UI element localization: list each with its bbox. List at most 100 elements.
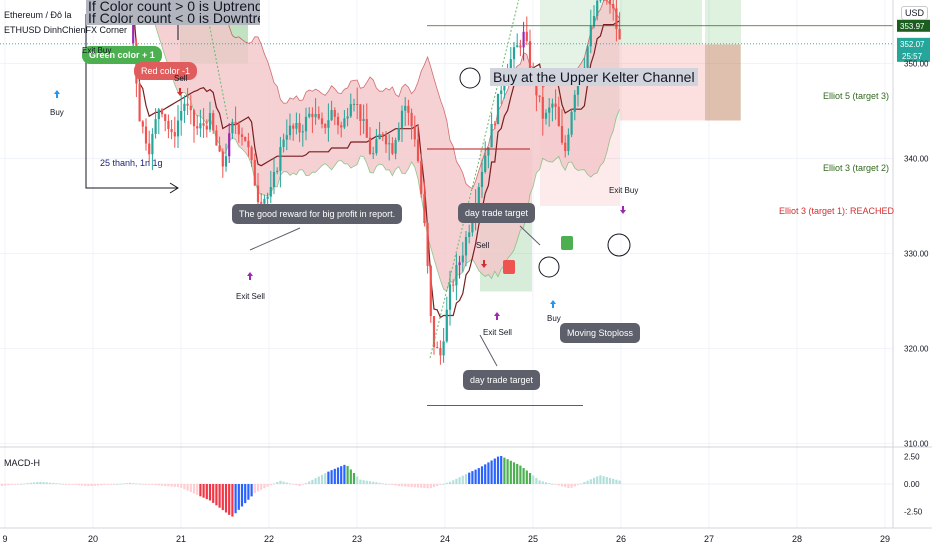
thumbs-up-icon bbox=[561, 236, 573, 250]
candle-body bbox=[324, 124, 327, 128]
macd-bar bbox=[55, 483, 58, 485]
candle-body bbox=[352, 103, 356, 105]
macd-bar bbox=[90, 484, 93, 487]
macd-bar bbox=[80, 484, 84, 486]
x-tick-label: 21 bbox=[176, 534, 186, 544]
x-tick-label: 20 bbox=[88, 534, 98, 544]
macd-bar bbox=[397, 484, 400, 487]
macd-bar bbox=[538, 480, 541, 484]
x-tick-label: 24 bbox=[440, 534, 450, 544]
candle-body bbox=[244, 136, 247, 141]
macd-bar bbox=[288, 483, 292, 485]
macd-bar bbox=[269, 484, 272, 486]
candle-body bbox=[426, 223, 429, 266]
macd-bar bbox=[295, 484, 298, 486]
green-color-callout: Green color + 1 bbox=[82, 46, 162, 64]
candle-body bbox=[196, 126, 199, 129]
candle-body bbox=[480, 171, 484, 188]
candle-body bbox=[154, 119, 157, 134]
candle-body bbox=[468, 232, 471, 237]
candle-body bbox=[346, 116, 349, 119]
target3-risk-zone bbox=[705, 44, 741, 121]
macd-bar bbox=[586, 480, 589, 484]
macd-bar bbox=[125, 483, 128, 484]
macd-y-tick: -2.50 bbox=[904, 508, 923, 517]
candle-body bbox=[336, 116, 340, 126]
candle-body bbox=[612, 3, 615, 9]
candle-body bbox=[388, 143, 391, 145]
buy-label-mid: Buy bbox=[547, 314, 561, 323]
candle-body bbox=[410, 112, 413, 127]
candle-body bbox=[615, 8, 618, 29]
candle-body bbox=[253, 160, 256, 186]
candle-body bbox=[272, 171, 276, 188]
candle-body bbox=[160, 109, 164, 115]
macd-bar bbox=[202, 484, 205, 498]
macd-bar bbox=[196, 484, 199, 495]
candle-body bbox=[320, 118, 324, 125]
currency-button[interactable]: USD bbox=[900, 6, 928, 20]
macd-bar bbox=[244, 484, 247, 504]
candle-body bbox=[448, 284, 452, 310]
candle-body bbox=[397, 127, 400, 141]
candle-body bbox=[404, 105, 407, 111]
macd-bar bbox=[528, 473, 532, 484]
macd-bar bbox=[176, 484, 180, 488]
candle-body bbox=[282, 139, 285, 147]
exit-sell-label-left: Exit Sell bbox=[236, 292, 265, 301]
macd-bar bbox=[432, 484, 436, 488]
signal-markers bbox=[54, 14, 631, 367]
macd-bar bbox=[352, 473, 356, 484]
macd-bar bbox=[548, 483, 551, 484]
candle-body bbox=[205, 125, 208, 130]
x-tick-label: 28 bbox=[792, 534, 802, 544]
current-price-text: 352.07 bbox=[900, 40, 925, 49]
candle-body bbox=[231, 121, 234, 134]
candle-body bbox=[340, 125, 343, 128]
candle-body bbox=[250, 147, 253, 161]
sell-arrow-mid bbox=[481, 260, 487, 268]
bars-bracket bbox=[85, 14, 178, 189]
macd-bar bbox=[464, 474, 468, 484]
macd-bar bbox=[493, 458, 496, 484]
candle-body bbox=[551, 103, 554, 108]
x-tick-label: 22 bbox=[264, 534, 274, 544]
macd-bar bbox=[20, 483, 23, 485]
candle-body bbox=[420, 161, 423, 194]
macd-bar bbox=[45, 482, 48, 484]
candle-body bbox=[330, 110, 333, 121]
macd-bar bbox=[13, 484, 16, 485]
macd-bar bbox=[320, 474, 324, 484]
macd-bar bbox=[394, 484, 397, 486]
macd-bar bbox=[618, 480, 621, 484]
macd-bar bbox=[429, 484, 432, 489]
macd-bar bbox=[285, 482, 288, 484]
macd-bar bbox=[32, 482, 36, 484]
candle-body bbox=[176, 120, 180, 137]
macd-bar bbox=[61, 483, 64, 485]
elliot3-target2-label: Elliot 3 (target 2) bbox=[823, 163, 890, 173]
target3-zone bbox=[705, 0, 741, 121]
macd-bar bbox=[228, 484, 231, 515]
candle-body bbox=[269, 187, 272, 197]
macd-bar bbox=[84, 484, 87, 486]
buy-label-left: Buy bbox=[50, 108, 64, 117]
macd-bar bbox=[231, 484, 234, 517]
macd-bar bbox=[381, 483, 384, 485]
candle-body bbox=[173, 132, 176, 137]
candle-body bbox=[183, 103, 186, 111]
macd-bar bbox=[160, 484, 164, 486]
candle-body bbox=[458, 262, 461, 266]
macd-bar bbox=[490, 460, 493, 484]
candle-body bbox=[560, 126, 564, 143]
macd-bar bbox=[509, 460, 512, 484]
macd-bar bbox=[263, 484, 266, 489]
candle-body bbox=[608, 0, 612, 4]
macd-bar bbox=[532, 475, 535, 484]
forward-reward-zone bbox=[620, 0, 702, 45]
moving-stoploss-callout: Moving Stoploss bbox=[560, 323, 641, 343]
macd-bar bbox=[516, 463, 519, 484]
candle-body bbox=[365, 119, 368, 138]
macd-bar bbox=[340, 466, 343, 484]
